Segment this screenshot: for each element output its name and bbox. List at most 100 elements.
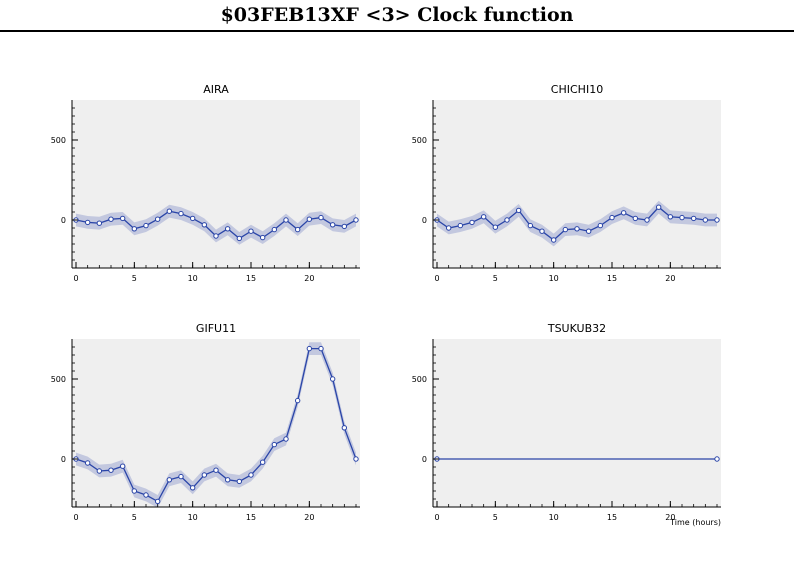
data-point	[527, 222, 534, 229]
y-tick-label: 500	[412, 136, 427, 145]
data-point	[353, 217, 359, 223]
x-tick-label: 20	[304, 513, 314, 522]
plot-area	[72, 100, 360, 268]
y-tick-label: 500	[412, 375, 427, 384]
confidence-band	[76, 204, 356, 245]
x-tick-label: 15	[246, 274, 256, 283]
data-point	[108, 467, 114, 473]
data-point	[178, 210, 184, 217]
data-point	[306, 345, 313, 352]
data-point	[166, 477, 173, 483]
chart-title: CHICHI10	[551, 83, 603, 96]
data-point	[445, 225, 452, 231]
data-point	[504, 217, 510, 223]
data-point	[562, 226, 569, 233]
data-point	[271, 226, 278, 233]
chart-title: GIFU11	[196, 322, 236, 335]
data-point	[294, 226, 301, 233]
x-tick-label: 10	[549, 513, 559, 522]
x-tick-label: 15	[607, 274, 617, 283]
data-point	[154, 216, 161, 222]
data-point	[84, 460, 91, 466]
data-point	[679, 214, 685, 221]
data-point	[259, 459, 266, 465]
data-point	[131, 488, 138, 494]
data-point	[248, 472, 254, 478]
data-point	[341, 223, 348, 230]
chart-title: TSUKUB32	[547, 322, 606, 335]
data-point	[108, 216, 114, 222]
plot-area	[433, 100, 721, 268]
x-tick-label: 0	[73, 274, 78, 283]
x-tick-label: 5	[132, 274, 137, 283]
data-point	[271, 441, 278, 448]
confidence-band	[437, 200, 717, 247]
y-tick-label: 0	[61, 216, 66, 225]
data-point	[119, 215, 126, 222]
data-point	[318, 214, 324, 221]
data-point	[469, 219, 475, 226]
data-point	[574, 226, 580, 232]
page-title: $03FEB13XF <3> Clock function	[220, 4, 574, 26]
chart-panel: GIFU11 0 5 10 15 20 0 500	[51, 322, 360, 522]
data-point	[248, 228, 254, 234]
data-point	[702, 217, 709, 223]
data-point	[259, 234, 266, 241]
data-point	[143, 222, 149, 229]
data-point	[480, 214, 487, 220]
confidence-band	[76, 342, 356, 508]
x-tick-label: 15	[246, 513, 256, 522]
data-point	[96, 468, 103, 474]
y-tick-label: 500	[51, 375, 66, 384]
data-point	[550, 237, 557, 243]
data-point	[224, 226, 231, 232]
data-point	[667, 214, 674, 220]
data-point	[597, 222, 604, 229]
data-point	[96, 220, 103, 226]
data-point	[318, 345, 324, 352]
data-point	[143, 492, 149, 498]
data-point	[236, 478, 243, 485]
data-point	[213, 467, 219, 473]
x-tick-label: 10	[549, 274, 559, 283]
x-tick-label: 15	[607, 513, 617, 522]
x-tick-label: 0	[73, 513, 78, 522]
data-point	[294, 397, 301, 404]
data-point	[189, 485, 196, 491]
data-point	[609, 214, 615, 221]
x-tick-label: 0	[434, 513, 439, 522]
x-tick-label: 5	[132, 513, 137, 522]
data-point	[655, 204, 662, 210]
data-point	[119, 463, 126, 469]
data-point	[178, 473, 184, 480]
title-rule	[0, 30, 794, 32]
chart-title: AIRA	[203, 83, 229, 96]
plot-area	[72, 339, 360, 507]
chart-panel: TSUKUB32 0 5 10 15 20 0 500 Time (hours)	[412, 322, 721, 527]
data-point	[224, 477, 231, 483]
data-point	[644, 217, 650, 223]
data-point	[341, 425, 348, 431]
data-point	[492, 224, 499, 230]
x-tick-label: 10	[188, 513, 198, 522]
data-point	[201, 222, 208, 228]
x-tick-label: 20	[665, 513, 675, 522]
data-point	[84, 219, 91, 226]
chart-panel: CHICHI10 0 5 10 15 20 0 500	[412, 83, 721, 283]
data-point	[515, 207, 522, 214]
chart-panel: AIRA 0 5 10 15 20 0 500	[51, 83, 360, 283]
x-tick-label: 5	[493, 274, 498, 283]
data-point	[539, 228, 545, 234]
data-point	[236, 235, 243, 242]
data-point	[329, 376, 336, 382]
y-tick-label: 0	[422, 216, 427, 225]
data-point	[690, 215, 697, 222]
data-point	[329, 222, 336, 228]
data-point	[714, 456, 720, 462]
x-tick-label: 20	[304, 274, 314, 283]
x-tick-label: 10	[188, 274, 198, 283]
data-point	[213, 233, 219, 239]
data-point	[283, 436, 289, 442]
data-point	[154, 498, 161, 505]
